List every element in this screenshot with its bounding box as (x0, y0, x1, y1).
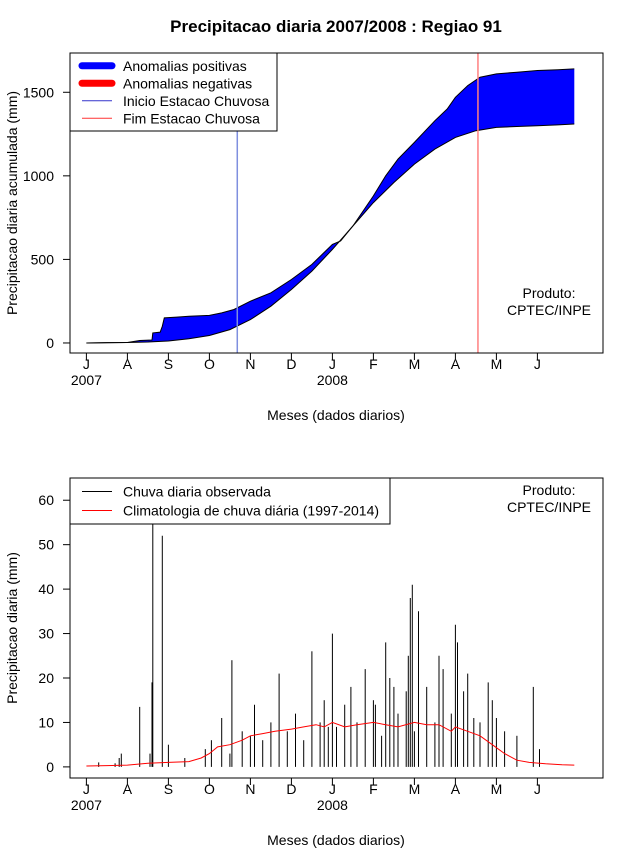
year-label: 2008 (317, 797, 348, 813)
chart-title: Precipitacao diaria 2007/2008 : Regiao 9… (170, 17, 502, 36)
y-tick-label: 10 (38, 714, 54, 730)
y-tick-label: 30 (38, 626, 54, 642)
y-axis: 0 10 20 30 40 50 60 (38, 492, 71, 775)
y-tick-label: 0 (46, 759, 54, 775)
x-tick-label: A (451, 356, 461, 372)
x-tick-label: D (286, 781, 296, 797)
x-tick-label: O (204, 356, 215, 372)
x-tick-label: A (123, 781, 133, 797)
x-tick-label: A (123, 356, 133, 372)
legend-label: Fim Estacao Chuvosa (123, 110, 260, 126)
year-label: 2007 (71, 797, 102, 813)
x-tick-label: S (164, 356, 173, 372)
x-tick-label: N (245, 356, 255, 372)
y-tick-label: 60 (38, 492, 54, 508)
positive-anomaly-area (86, 68, 575, 344)
x-tick-label: F (369, 356, 378, 372)
x-tick-label: S (164, 781, 173, 797)
legend-box (69, 477, 391, 525)
climatology-daily-line (86, 721, 575, 767)
y-axis-label: Precipitacao diaria acumulada (mm) (4, 91, 20, 315)
y-tick-label: 20 (38, 670, 54, 686)
daily-precipitation-chart: Meses (dados diarios) Precipitacao diari… (4, 477, 604, 848)
x-axis-label: Meses (dados diarios) (267, 832, 405, 848)
x-tick-label: A (451, 781, 461, 797)
x-tick-label: J (534, 356, 541, 372)
y-tick-label: 1500 (23, 84, 54, 100)
x-tick-label: J (83, 356, 90, 372)
y-tick-label: 1000 (23, 168, 54, 184)
x-tick-label: F (369, 781, 378, 797)
product-label-line2: CPTEC/INPE (507, 302, 591, 318)
x-tick-label: D (286, 356, 296, 372)
observed-cumulative-line (86, 68, 575, 344)
x-tick-label: M (409, 781, 421, 797)
legend-label: Anomalias negativas (123, 75, 252, 91)
x-tick-label: J (329, 356, 336, 372)
x-axis-label: Meses (dados diarios) (267, 407, 405, 423)
legend-label: Chuva diaria observada (123, 484, 271, 500)
y-tick-label: 500 (31, 251, 55, 267)
x-tick-label: J (534, 781, 541, 797)
product-label-line2: CPTEC/INPE (507, 499, 591, 515)
product-label-line1: Produto: (523, 285, 576, 301)
plot-area (86, 53, 575, 353)
climatology-cumulative-line (86, 123, 575, 344)
plot-area (86, 522, 575, 767)
year-label: 2007 (71, 372, 102, 388)
x-tick-label: M (409, 356, 421, 372)
x-tick-label: M (491, 356, 503, 372)
x-tick-label: M (491, 781, 503, 797)
x-tick-label: O (204, 781, 215, 797)
y-tick-label: 40 (38, 581, 54, 597)
product-label-line1: Produto: (523, 482, 576, 498)
y-axis-label: Precipitacao diaria (mm) (4, 552, 20, 704)
legend-label: Anomalias positivas (123, 58, 247, 74)
legend-label: Inicio Estacao Chuvosa (123, 93, 270, 109)
x-tick-label: J (329, 781, 336, 797)
y-tick-label: 50 (38, 537, 54, 553)
y-tick-label: 0 (46, 335, 54, 351)
legend: Chuva diaria observada Climatologia de ch… (69, 477, 391, 525)
x-tick-label: N (245, 781, 255, 797)
cumulative-precipitation-chart: Precipitacao diaria 2007/2008 : Regiao 9… (4, 17, 604, 423)
legend-label: Climatologia de chuva diária (1997-2014) (123, 503, 379, 519)
y-axis: 0 500 1000 1500 (23, 84, 71, 351)
x-tick-label: J (83, 781, 90, 797)
year-label: 2008 (317, 372, 348, 388)
